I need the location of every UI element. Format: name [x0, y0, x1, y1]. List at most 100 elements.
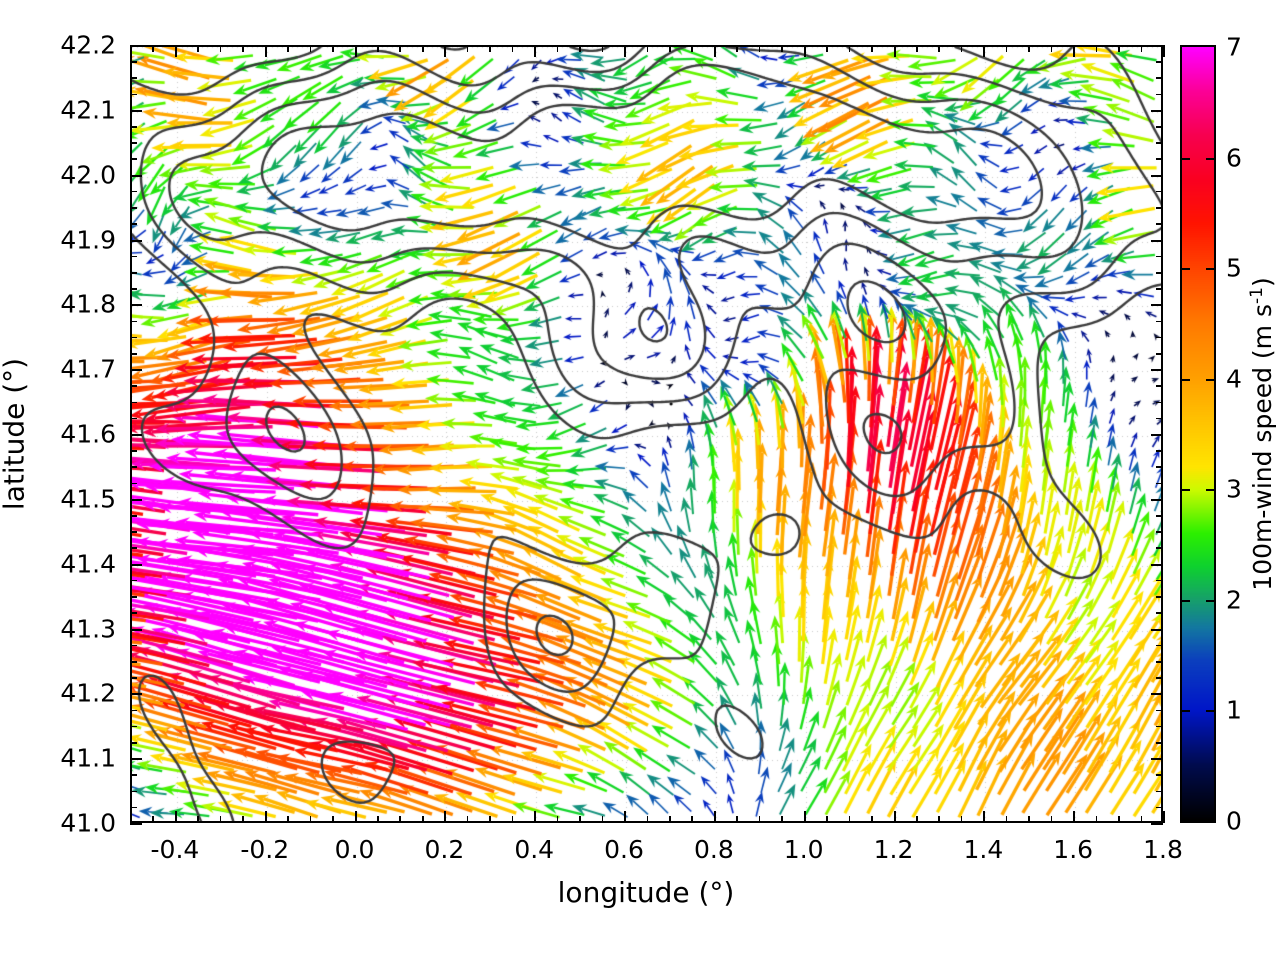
x-minor-tick — [960, 816, 963, 823]
y-major-tick — [130, 498, 142, 501]
x-minor-tick — [781, 45, 783, 52]
x-minor-tick — [130, 45, 132, 52]
x-major-tick — [624, 45, 627, 57]
y-minor-tick — [1156, 806, 1163, 809]
x-minor-tick — [399, 45, 402, 52]
colorbar-tick — [1206, 268, 1214, 271]
y-minor-tick — [130, 482, 137, 485]
y-major-tick — [1151, 563, 1163, 566]
x-minor-tick — [309, 45, 312, 52]
y-minor-tick — [130, 61, 137, 63]
y-major-tick — [130, 109, 142, 112]
x-minor-tick — [736, 816, 738, 823]
y-minor-tick — [130, 450, 137, 452]
y-minor-tick — [1156, 466, 1163, 468]
x-axis-title: longitude (°) — [557, 876, 735, 909]
x-major-tick — [264, 45, 267, 57]
y-major-tick — [130, 693, 142, 696]
x-major-tick — [354, 45, 357, 57]
y-minor-tick — [1156, 612, 1163, 614]
y-minor-tick — [130, 320, 137, 323]
colorbar-tick — [1182, 268, 1190, 271]
x-minor-tick — [152, 45, 155, 52]
x-tick-label: 1.6 — [1053, 835, 1094, 864]
x-minor-tick — [601, 816, 604, 823]
y-minor-tick — [130, 142, 137, 144]
y-tick-label: 41.4 — [60, 549, 116, 579]
y-minor-tick — [1156, 725, 1163, 728]
x-tick-label: -0.4 — [150, 835, 200, 864]
y-minor-tick — [130, 531, 137, 533]
x-minor-tick — [668, 45, 671, 52]
x-minor-tick — [1140, 816, 1143, 823]
y-major-tick — [1151, 434, 1163, 436]
x-minor-tick — [848, 45, 851, 52]
x-tick-label: 1.8 — [1143, 835, 1183, 864]
x-minor-tick — [377, 45, 379, 52]
y-minor-tick — [130, 466, 137, 468]
y-major-tick — [1151, 109, 1163, 112]
y-minor-tick — [130, 660, 137, 663]
x-minor-tick — [242, 816, 244, 823]
x-major-tick — [264, 811, 267, 823]
y-minor-tick — [1156, 352, 1163, 355]
y-minor-tick — [1156, 223, 1163, 225]
x-minor-tick — [219, 45, 222, 52]
x-minor-tick — [1050, 45, 1053, 52]
x-major-tick — [983, 45, 986, 57]
y-major-tick — [1151, 693, 1163, 696]
y-minor-tick — [1156, 515, 1163, 517]
y-minor-tick — [1156, 660, 1163, 663]
x-minor-tick — [1118, 45, 1120, 52]
y-minor-tick — [1156, 320, 1163, 323]
colorbar-tick — [1182, 378, 1190, 381]
x-tick-label: 1.0 — [783, 835, 824, 864]
x-minor-tick — [758, 816, 761, 823]
x-minor-tick — [399, 816, 402, 823]
y-minor-tick — [130, 612, 137, 614]
y-major-tick — [130, 563, 142, 566]
y-major-tick — [130, 823, 142, 825]
y-major-tick — [130, 628, 142, 631]
x-minor-tick — [466, 816, 469, 823]
x-minor-tick — [826, 45, 828, 52]
y-minor-tick — [1156, 93, 1163, 96]
y-major-tick — [1151, 174, 1163, 177]
y-tick-label: 42.1 — [60, 95, 116, 125]
x-minor-tick — [1095, 816, 1098, 823]
terrain-contour-layer — [132, 47, 1161, 821]
plot-area — [130, 45, 1163, 823]
y-minor-tick — [1156, 644, 1163, 647]
y-minor-tick — [1156, 677, 1163, 679]
y-axis-title: latitude (°) — [0, 357, 31, 511]
x-minor-tick — [489, 45, 491, 52]
y-minor-tick — [130, 790, 137, 793]
colorbar-tick — [1206, 489, 1214, 492]
x-tick-label: 1.2 — [873, 835, 914, 864]
x-minor-tick — [1005, 816, 1008, 823]
colorbar-tick-label: 1 — [1226, 695, 1242, 725]
x-minor-tick — [579, 816, 581, 823]
x-tick-label: 0.6 — [604, 835, 644, 864]
colorbar-tick — [1206, 599, 1214, 602]
x-minor-tick — [915, 816, 918, 823]
colorbar-title: 100m-wind speed (m s-1) — [1246, 277, 1278, 591]
y-minor-tick — [130, 271, 137, 274]
x-major-tick — [1163, 811, 1165, 823]
y-minor-tick — [1156, 142, 1163, 144]
x-minor-tick — [287, 816, 289, 823]
colorbar-gradient — [1182, 47, 1214, 821]
x-minor-tick — [646, 816, 649, 823]
y-major-tick — [130, 369, 142, 372]
y-minor-tick — [130, 158, 137, 161]
x-minor-tick — [1028, 816, 1030, 823]
x-minor-tick — [466, 45, 469, 52]
colorbar-tick-label: 0 — [1226, 806, 1242, 836]
y-minor-tick — [130, 223, 137, 225]
y-minor-tick — [1156, 774, 1163, 776]
x-minor-tick — [332, 816, 334, 823]
y-minor-tick — [1156, 417, 1163, 420]
x-minor-tick — [871, 45, 873, 52]
y-minor-tick — [1156, 158, 1163, 161]
